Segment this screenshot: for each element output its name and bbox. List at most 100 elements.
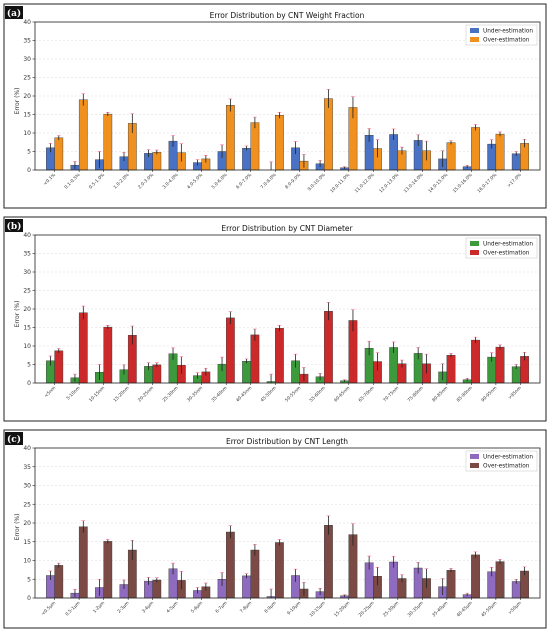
- y-tick-label: 25: [23, 75, 31, 82]
- bar-over-estimation: [250, 334, 260, 384]
- bar-under-estimation: [242, 575, 251, 599]
- panel-frame: [3, 216, 547, 422]
- panel-label: (b): [7, 221, 22, 232]
- y-tick-label: 40: [23, 445, 31, 452]
- plot-area: [34, 234, 541, 384]
- y-axis-label: Error (%): [14, 514, 21, 541]
- bar-over-estimation: [226, 531, 235, 599]
- bar-under-estimation: [511, 581, 521, 599]
- bar-under-estimation: [511, 153, 521, 171]
- bar-over-estimation: [250, 122, 260, 171]
- bars-layer: [46, 515, 529, 599]
- bars-layer: [46, 302, 529, 384]
- legend-swatch-over: [470, 37, 479, 42]
- y-tick-label: 5: [27, 362, 31, 369]
- bar-over-estimation: [275, 542, 284, 599]
- bar-over-estimation: [103, 113, 113, 171]
- panel-c: (c) Error Distribution by CNT Length Err…: [3, 429, 547, 629]
- legend-swatch-under: [470, 28, 479, 33]
- y-tick-label: 5: [27, 149, 31, 156]
- y-axis-label: Error (%): [14, 301, 21, 328]
- y-tick-label: 30: [23, 269, 31, 276]
- chart-title: Error Distribution by CNT Weight Fractio…: [210, 11, 365, 20]
- bar-over-estimation: [78, 312, 88, 384]
- y-tick-label: 10: [23, 130, 31, 137]
- y-tick-label: 30: [23, 483, 31, 490]
- y-axis-label: Error (%): [14, 88, 21, 115]
- legend-swatch-under: [470, 241, 479, 246]
- bar-over-estimation: [495, 133, 505, 171]
- bar-over-estimation: [275, 328, 284, 384]
- bar-under-estimation: [242, 360, 251, 384]
- panel-label: (c): [7, 434, 21, 445]
- y-tick-label: 25: [23, 288, 31, 295]
- legend: Under-estimation Over-estimation: [465, 450, 538, 472]
- bar-under-estimation: [511, 366, 521, 384]
- legend-label-under: Under-estimation: [483, 29, 533, 35]
- bar-over-estimation: [275, 115, 284, 171]
- panel-b: (b) Error Distribution by CNT Diameter E…: [3, 216, 547, 422]
- y-ticks: 0 5 10 15 20 25 30 35 40: [23, 19, 35, 174]
- legend: Under-estimation Over-estimation: [465, 24, 538, 46]
- bar-over-estimation: [471, 554, 480, 599]
- y-tick-label: 25: [23, 501, 31, 508]
- bar-over-estimation: [446, 570, 456, 599]
- bar-under-estimation: [242, 147, 251, 171]
- y-tick-label: 0: [27, 380, 31, 387]
- chart-title: Error Distribution by CNT Diameter: [221, 224, 353, 233]
- grid-layer: [35, 21, 540, 171]
- y-tick-label: 5: [27, 576, 31, 583]
- legend-box: [465, 450, 538, 472]
- bar-over-estimation: [446, 142, 456, 171]
- bar-over-estimation: [471, 339, 480, 384]
- bar-over-estimation: [152, 579, 162, 599]
- bar-over-estimation: [495, 346, 505, 384]
- bar-over-estimation: [78, 526, 88, 599]
- panel-frame: [3, 3, 547, 209]
- y-tick-label: 20: [23, 93, 31, 100]
- legend-label-under: Under-estimation: [483, 455, 533, 461]
- y-tick-label: 35: [23, 38, 31, 45]
- bar-over-estimation: [250, 549, 260, 599]
- bar-over-estimation: [495, 561, 505, 599]
- y-tick-label: 35: [23, 464, 31, 471]
- legend-label-over: Over-estimation: [483, 38, 530, 44]
- bar-over-estimation: [226, 317, 235, 384]
- chart-title: Error Distribution by CNT Length: [226, 437, 348, 446]
- legend-label-over: Over-estimation: [483, 251, 530, 257]
- y-tick-label: 15: [23, 325, 31, 332]
- bar-over-estimation: [54, 350, 64, 384]
- bar-over-estimation: [324, 311, 333, 384]
- bar-over-estimation: [226, 105, 235, 171]
- y-tick-label: 10: [23, 558, 31, 565]
- bars-layer: [46, 89, 529, 171]
- plot-area: [34, 21, 541, 171]
- bar-over-estimation: [103, 326, 113, 384]
- panel-label-badge: [5, 219, 23, 232]
- plot-area: [34, 447, 541, 599]
- y-tick-label: 35: [23, 251, 31, 258]
- y-tick-label: 10: [23, 343, 31, 350]
- y-ticks: 0 5 10 15 20 25 30 35 40: [23, 445, 35, 602]
- y-tick-label: 40: [23, 232, 31, 239]
- y-tick-label: 30: [23, 56, 31, 63]
- y-tick-label: 0: [27, 167, 31, 174]
- y-tick-label: 20: [23, 520, 31, 527]
- bar-over-estimation: [78, 99, 88, 171]
- y-tick-label: 20: [23, 306, 31, 313]
- y-tick-label: 0: [27, 595, 31, 602]
- panel-frame: [3, 429, 547, 629]
- panel-a: (a) Error Distribution by CNT Weight Fra…: [3, 3, 547, 209]
- legend-swatch-over: [470, 463, 479, 468]
- panel-label-badge: [5, 6, 23, 19]
- y-tick-label: 15: [23, 539, 31, 546]
- legend-box: [465, 24, 538, 46]
- y-tick-label: 40: [23, 19, 31, 26]
- bar-over-estimation: [152, 364, 162, 384]
- legend-label-over: Over-estimation: [483, 464, 530, 470]
- y-tick-label: 15: [23, 112, 31, 119]
- bar-over-estimation: [446, 355, 456, 384]
- legend-box: [465, 237, 538, 259]
- legend-swatch-over: [470, 250, 479, 255]
